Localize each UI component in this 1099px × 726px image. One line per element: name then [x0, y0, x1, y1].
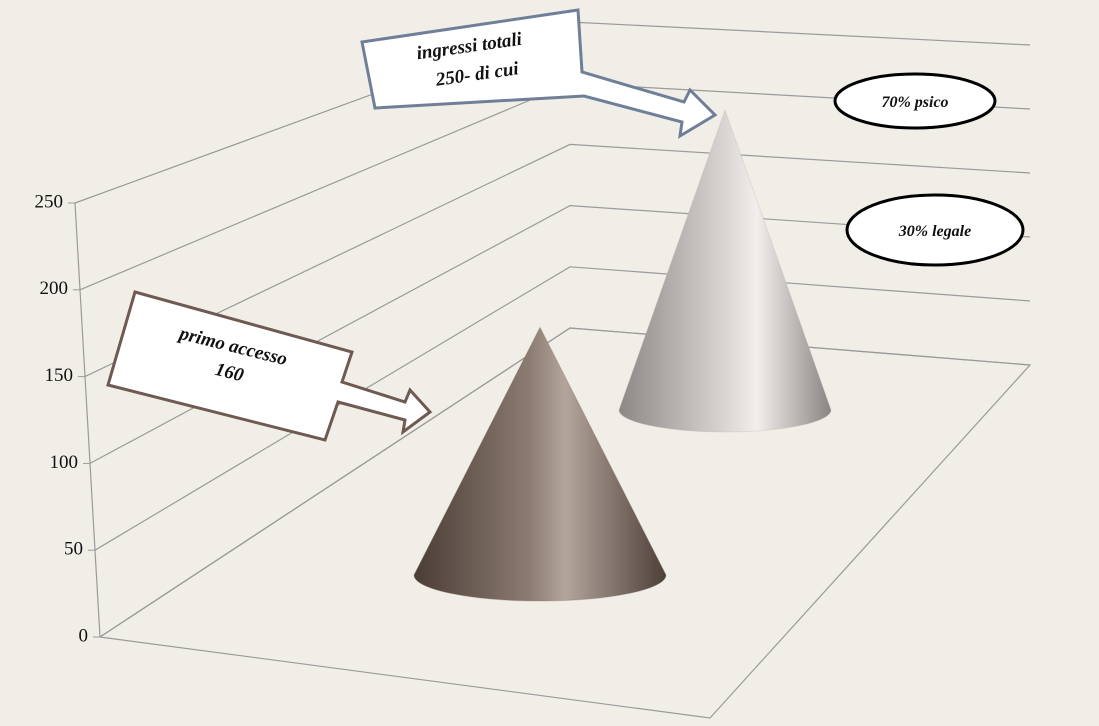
grid-line: [84, 143, 1031, 378]
grid-line: [99, 327, 1031, 638]
grid-line: [94, 266, 1031, 551]
y-tick-label: 200: [40, 278, 69, 299]
annotation: 70% psico: [881, 94, 948, 111]
y-tick-label: 100: [50, 452, 79, 473]
callout: [106, 290, 433, 442]
cone: [618, 108, 832, 433]
y-tick-label: 50: [64, 539, 83, 560]
y-tick-label: 0: [79, 625, 89, 646]
cone: [413, 326, 667, 602]
y-tick-label: 250: [35, 191, 64, 212]
label-ellipse: [845, 193, 1025, 267]
cones: [413, 108, 832, 602]
callout: [360, 8, 718, 139]
annotation: 30% legale: [898, 223, 971, 240]
y-axis: [74, 202, 101, 638]
label-ellipse: [833, 72, 997, 130]
axes: 0 50 100 150 200 250: [35, 21, 1032, 719]
y-tick-label: 150: [45, 365, 74, 386]
